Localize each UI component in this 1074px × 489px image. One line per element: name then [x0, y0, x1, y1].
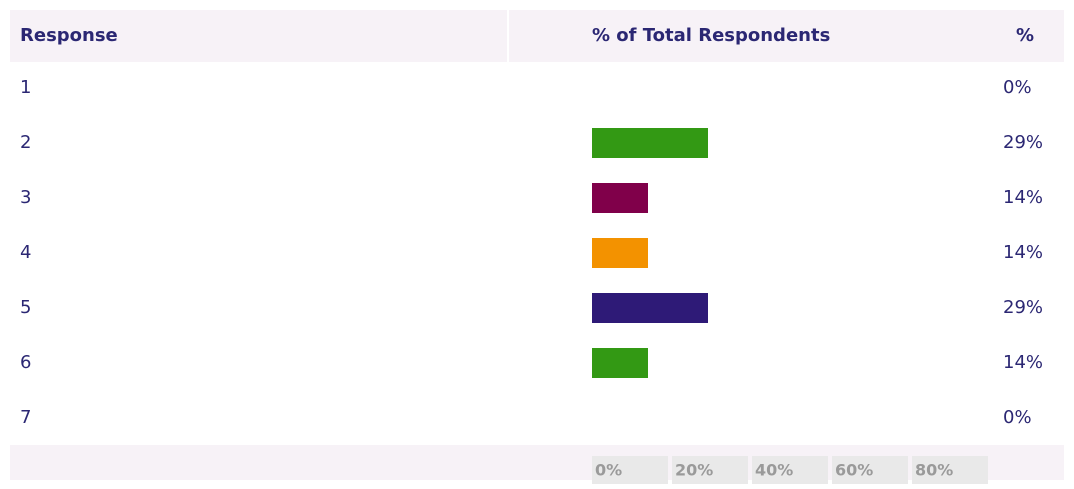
- tick-cell: [752, 456, 828, 484]
- percent-label: 0%: [1003, 407, 1032, 428]
- x-tick-label: 80%: [915, 461, 953, 480]
- tick-cell: [592, 456, 668, 484]
- tick-cell: [832, 456, 908, 484]
- bar: [592, 128, 708, 158]
- header-chart: % of Total Respondents: [592, 25, 830, 46]
- response-label: 7: [20, 407, 31, 428]
- response-label: 5: [20, 297, 31, 318]
- response-label: 1: [20, 77, 31, 98]
- percent-label: 0%: [1003, 77, 1032, 98]
- percent-label: 14%: [1003, 242, 1043, 263]
- x-tick-label: 60%: [835, 461, 873, 480]
- percent-label: 14%: [1003, 352, 1043, 373]
- bar: [592, 293, 708, 323]
- tick-cell: [912, 456, 988, 484]
- header-percent: %: [1016, 25, 1034, 46]
- response-label: 2: [20, 132, 31, 153]
- tick-cell: [672, 456, 748, 484]
- header-response: Response: [20, 25, 118, 46]
- x-tick-label: 40%: [755, 461, 793, 480]
- percent-label: 29%: [1003, 297, 1043, 318]
- bar: [592, 348, 648, 378]
- response-label: 6: [20, 352, 31, 373]
- x-tick-label: 0%: [595, 461, 622, 480]
- percent-label: 14%: [1003, 187, 1043, 208]
- bar: [592, 183, 648, 213]
- response-label: 4: [20, 242, 31, 263]
- bar: [592, 238, 648, 268]
- percent-label: 29%: [1003, 132, 1043, 153]
- response-label: 3: [20, 187, 31, 208]
- header-row: [10, 10, 1064, 62]
- x-tick-label: 20%: [675, 461, 713, 480]
